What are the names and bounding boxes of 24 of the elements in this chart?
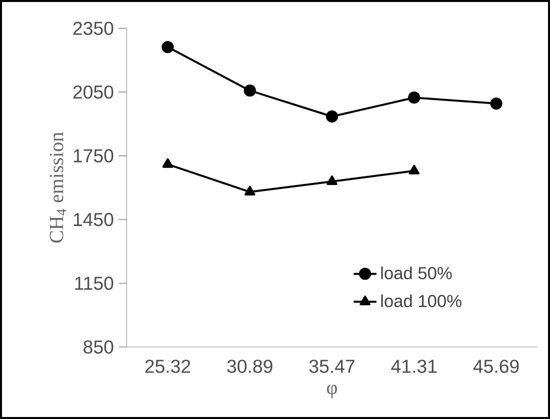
y-tick-label: 850 xyxy=(84,340,114,354)
x-tick-label: 30.89 xyxy=(227,360,272,373)
x-tick-label: 25.32 xyxy=(145,360,190,373)
x-tick-label: 41.31 xyxy=(391,360,437,373)
y-tick-label: 1750 xyxy=(74,149,114,162)
point xyxy=(408,164,420,174)
point xyxy=(244,84,256,97)
legend-label: load 50% xyxy=(381,266,452,280)
point xyxy=(490,97,502,110)
point xyxy=(162,40,174,54)
legend-label: load 100% xyxy=(381,294,462,308)
y-tick-label: 1150 xyxy=(75,276,114,290)
y-tick-label: 1450 xyxy=(74,212,114,226)
point xyxy=(162,158,174,168)
point xyxy=(326,175,338,186)
point xyxy=(244,186,256,196)
y-tick-label: 2050 xyxy=(73,85,114,99)
x-tick-label: 35.47 xyxy=(309,360,354,373)
point xyxy=(326,110,338,123)
y-axis-title: CH$_{4}$ emission xyxy=(50,132,66,243)
point xyxy=(408,92,420,104)
y-tick-label: 2350 xyxy=(73,22,114,35)
x-axis-title: φ xyxy=(327,384,337,398)
x-tick-label: 45.69 xyxy=(473,360,519,373)
